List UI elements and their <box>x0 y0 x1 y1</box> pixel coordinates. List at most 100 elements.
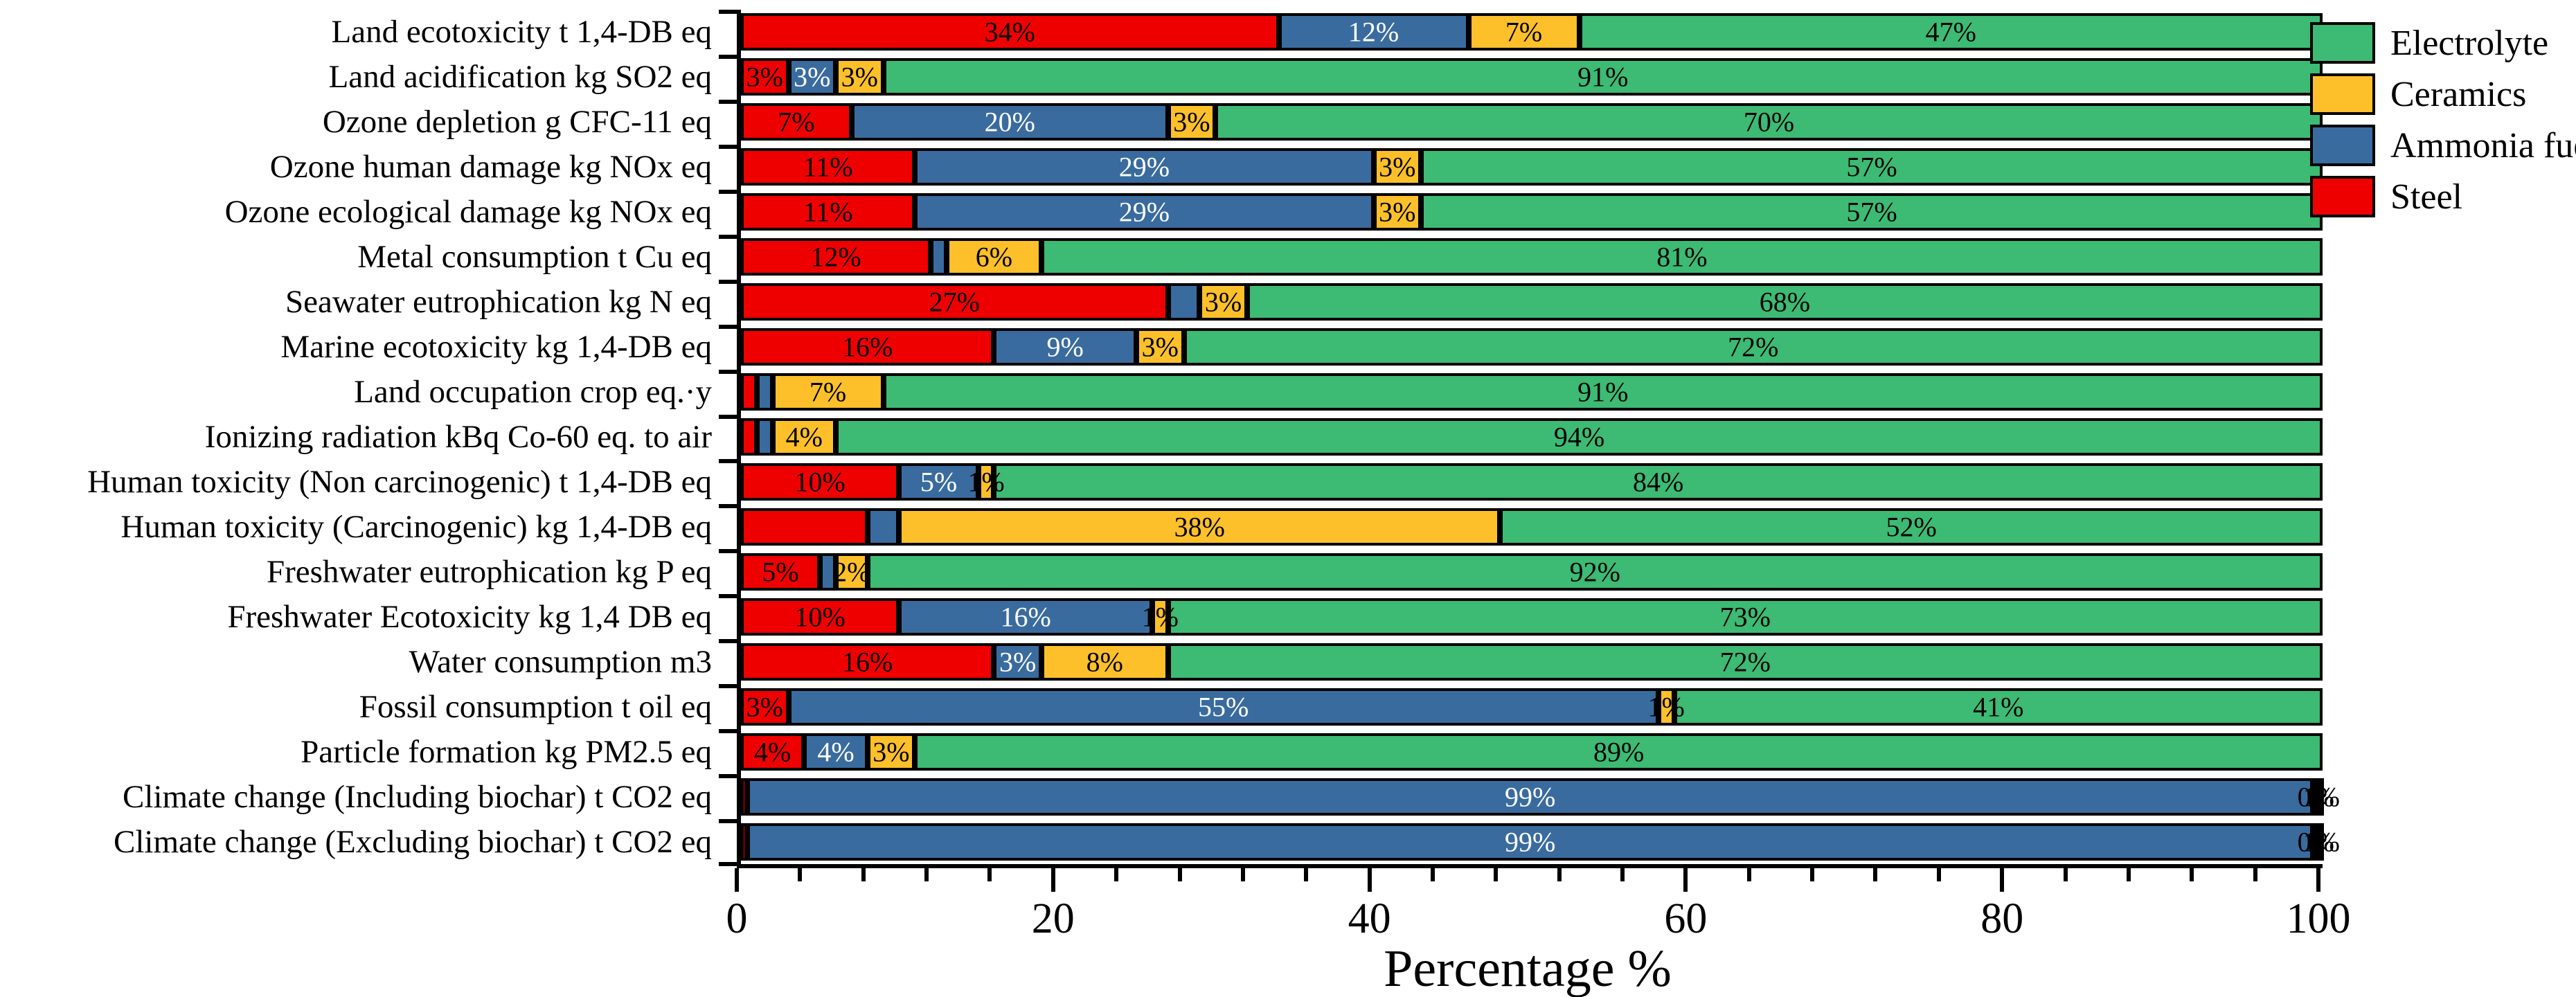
bar-segment-ceramics: 2% <box>833 553 870 591</box>
stacked-bar: 34% 12% 7% 47% <box>741 13 2323 51</box>
bar-row: 7% 91% <box>741 370 2323 415</box>
y-axis-labels: Land ecotoxicity t 1,4-DB eq Land acidifi… <box>0 10 723 864</box>
bar-segment-electrolyte: 47% <box>1579 13 2323 51</box>
x-axis-tick <box>2063 868 2068 881</box>
legend: Electrolyte Ceramics Ammonia fuel Steel <box>2310 21 2576 226</box>
bar-segment-electrolyte: 72% <box>1168 643 2323 681</box>
legend-swatch <box>2310 125 2375 166</box>
x-axis-tick <box>861 868 866 881</box>
bar-segment-ammonia-fuel <box>867 508 900 546</box>
bar-segment-electrolyte: 57% <box>1421 193 2323 231</box>
legend-label: Ammonia fuel <box>2390 125 2576 165</box>
bar-segment-value: 3% <box>746 691 783 723</box>
y-axis-tick <box>719 325 737 329</box>
bar-segment-value: 91% <box>1577 376 1629 408</box>
bar-segment-ceramics: 1% <box>1142 598 1179 636</box>
bar-row: 99% 0% 1% <box>741 774 2340 819</box>
legend-swatch <box>2310 22 2375 64</box>
bar-segment-steel <box>741 823 748 861</box>
stacked-bar: 16% 3% 8% 72% <box>741 643 2323 681</box>
bar-segment-steel: 11% <box>741 148 915 186</box>
y-axis-label: Land occupation crop eq.·y <box>354 374 712 411</box>
x-axis-tick-label: 60 <box>1664 895 1708 942</box>
bar-segment-value: 12% <box>810 241 861 273</box>
bar-segment-ammonia-fuel: 9% <box>994 328 1136 366</box>
bar-segment-ceramics: 0% <box>2298 823 2334 861</box>
bar-segment-ceramics: 0% <box>2298 778 2334 816</box>
bar-segment-ceramics: 3% <box>836 58 884 96</box>
bar-rows: 34% 12% 7% 47% 3% 3% 3% 91% 7% 20% 3% 70% 11% 29% 3% 57… <box>741 10 2340 864</box>
x-axis-tick <box>2190 868 2194 881</box>
stacked-bar: 38% 52% <box>741 508 2323 546</box>
legend-item: Steel <box>2310 174 2576 219</box>
y-axis-label: Particle formation kg PM2.5 eq <box>301 733 712 770</box>
bar-segment-electrolyte: 68% <box>1246 283 2323 321</box>
y-axis-tick <box>719 862 737 866</box>
bar-segment-value: 11% <box>803 196 853 228</box>
bar-segment-electrolyte: 81% <box>1041 238 2323 276</box>
bar-segment-value: 89% <box>1593 736 1645 768</box>
y-axis-label: Human toxicity (Non carcinogenic) t 1,4-… <box>87 464 712 500</box>
bar-segment-ammonia-fuel: 29% <box>915 193 1374 231</box>
bar-segment-electrolyte: 52% <box>1500 508 2323 546</box>
bar-segment-ceramics: 3% <box>1136 328 1184 366</box>
x-axis-tick <box>1557 868 1562 881</box>
bar-segment-value: 3% <box>1379 196 1416 228</box>
bar-segment-ceramics: 1% <box>967 463 1005 501</box>
bar-segment-value: 72% <box>1719 646 1771 678</box>
bar-segment-electrolyte: 94% <box>836 418 2323 456</box>
legend-item: Electrolyte <box>2310 21 2576 65</box>
stacked-bar: 16% 9% 3% 72% <box>741 328 2323 366</box>
bar-segment-steel: 16% <box>741 328 994 366</box>
bar-segment-value: 16% <box>842 646 893 678</box>
x-axis-tick <box>1620 868 1625 881</box>
stacked-bar: 4% 4% 3% 89% <box>741 733 2323 771</box>
x-axis-tick <box>1430 868 1435 881</box>
bar-segment-ammonia-fuel: 29% <box>915 148 1374 186</box>
bar-segment-electrolyte: 72% <box>1183 328 2323 366</box>
bar-segment-electrolyte: 70% <box>1215 103 2323 141</box>
bar-segment-value: 29% <box>1118 151 1170 183</box>
bar-segment-steel: 10% <box>741 598 900 636</box>
x-axis-tick <box>1177 868 1182 881</box>
bar-segment-electrolyte: 41% <box>1674 688 2323 726</box>
bar-segment-ammonia-fuel: 5% <box>899 463 978 501</box>
bar-segment-steel: 34% <box>741 13 1279 51</box>
x-axis-tick <box>735 868 739 892</box>
stacked-bar: 99% 0% 1% <box>741 823 2340 861</box>
plot-area: 34% 12% 7% 47% 3% 3% 3% 91% 7% 20% 3% 70% 11% 29% 3% 57… <box>719 10 2340 868</box>
bar-segment-steel <box>741 373 757 411</box>
bar-segment-value: 81% <box>1656 241 1708 273</box>
y-axis-label: Ozone human damage kg NOx eq <box>269 149 712 186</box>
x-axis-tick <box>987 868 992 881</box>
bar-segment-value: 6% <box>975 241 1013 273</box>
bar-row: 4% 4% 3% 89% <box>741 729 2323 774</box>
x-axis-tick <box>1873 868 1878 881</box>
bar-segment-steel: 11% <box>741 193 915 231</box>
bar-segment-value: 1% <box>1647 691 1685 723</box>
bar-segment-value: 3% <box>841 61 878 93</box>
bar-segment-value: 0% <box>2297 781 2334 813</box>
bar-segment-value: 3% <box>999 646 1037 678</box>
bar-segment-value: 4% <box>754 736 791 768</box>
bar-segment-steel: 4% <box>741 733 805 771</box>
stacked-bar: 5% 2% 92% <box>741 553 2323 591</box>
bar-segment-value: 92% <box>1569 556 1621 588</box>
legend-item: Ammonia fuel <box>2310 123 2576 168</box>
bar-segment-value: 9% <box>1046 331 1084 363</box>
bar-segment-ceramics: 3% <box>1373 193 1422 231</box>
bar-segment-value: 57% <box>1846 196 1897 228</box>
bar-segment-value: 68% <box>1759 286 1811 318</box>
stacked-bar: 27% 3% 68% <box>741 283 2323 321</box>
bar-segment-value: 52% <box>1886 511 1937 543</box>
bar-segment-ammonia-fuel: 3% <box>994 643 1041 681</box>
bar-segment-ceramics: 8% <box>1041 643 1168 681</box>
stacked-bar: 3% 3% 3% 91% <box>741 58 2323 96</box>
bar-segment-ammonia-fuel <box>756 418 773 456</box>
bar-segment-value: 3% <box>794 61 831 93</box>
bar-segment-value: 41% <box>1973 691 2024 723</box>
bar-segment-value: 20% <box>984 106 1035 138</box>
y-axis-label: Water consumption m3 <box>409 643 712 680</box>
bar-row: 10% 16% 1% 73% <box>741 594 2323 639</box>
bar-segment-electrolyte: 1% <box>2303 823 2340 861</box>
